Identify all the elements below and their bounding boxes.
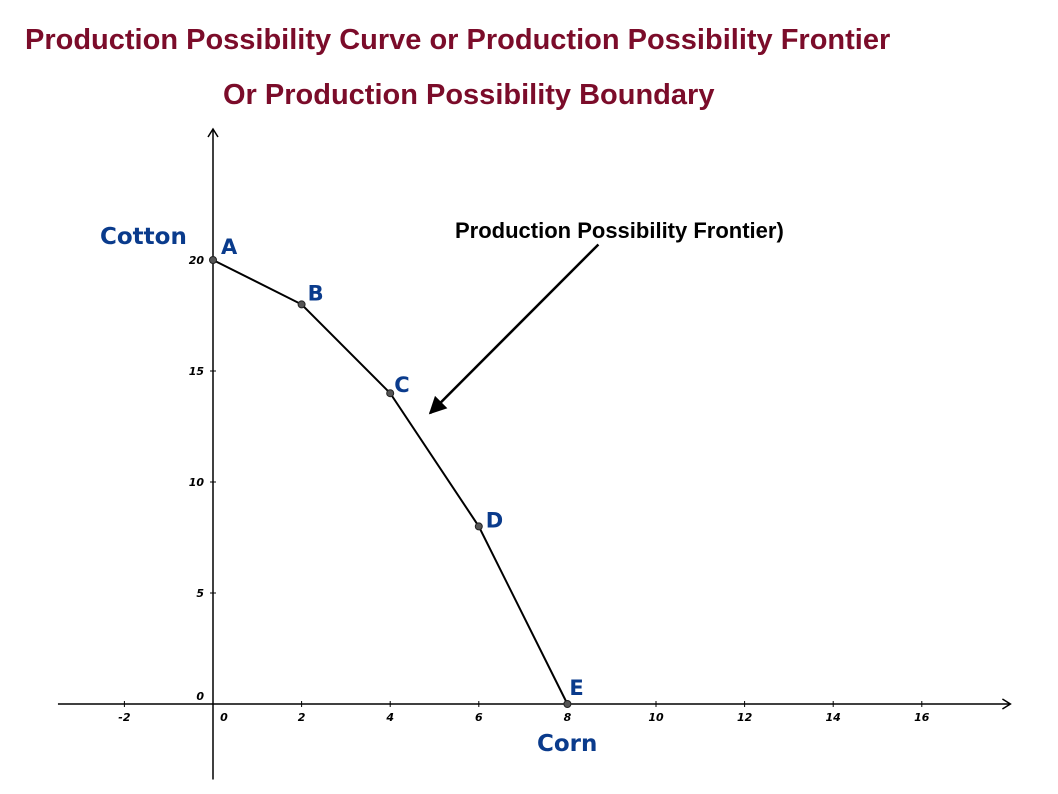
point-label-b: B xyxy=(308,281,324,305)
point-d xyxy=(474,522,483,531)
y-axis-label: Cotton xyxy=(100,224,187,250)
ppf-line xyxy=(212,259,569,705)
annotation-text: Production Possibility Frontier) xyxy=(455,218,784,243)
point-b xyxy=(297,300,306,309)
x-tick-label: 6 xyxy=(475,711,483,724)
chart-subtitle: Or Production Possibility Boundary xyxy=(223,79,715,111)
point-label-c: C xyxy=(394,373,409,397)
point-e xyxy=(563,700,572,708)
y-tick-label: 5 xyxy=(196,587,204,600)
x-tick-label: 8 xyxy=(564,711,572,724)
x-axis-arrow xyxy=(1002,698,1012,710)
y-tick-label: 15 xyxy=(189,365,205,378)
point-label-d: D xyxy=(486,508,503,532)
point-label-e: E xyxy=(569,676,583,700)
y-axis-arrow xyxy=(207,127,219,138)
x-tick-label: 12 xyxy=(737,711,753,724)
x-tick-label: 2 xyxy=(298,711,306,724)
x-tick-label: 16 xyxy=(914,711,930,724)
x-tick-label: 10 xyxy=(648,711,664,724)
x-tick-label: 4 xyxy=(385,711,394,724)
point-c xyxy=(386,389,395,398)
x-axis-label: Corn xyxy=(537,731,597,757)
x-tick-label: 0 xyxy=(220,711,228,724)
point-label-a: A xyxy=(221,235,238,259)
x-tick-label: -2 xyxy=(118,711,131,724)
point-a xyxy=(209,256,217,264)
y-tick-label: 0 xyxy=(196,690,204,703)
x-tick-label: 14 xyxy=(826,711,841,724)
chart-title: Production Possibility Curve or Producti… xyxy=(25,24,891,56)
y-tick-label: 20 xyxy=(189,254,205,267)
y-tick-label: 10 xyxy=(189,476,205,489)
annotation-arrow xyxy=(428,243,600,415)
